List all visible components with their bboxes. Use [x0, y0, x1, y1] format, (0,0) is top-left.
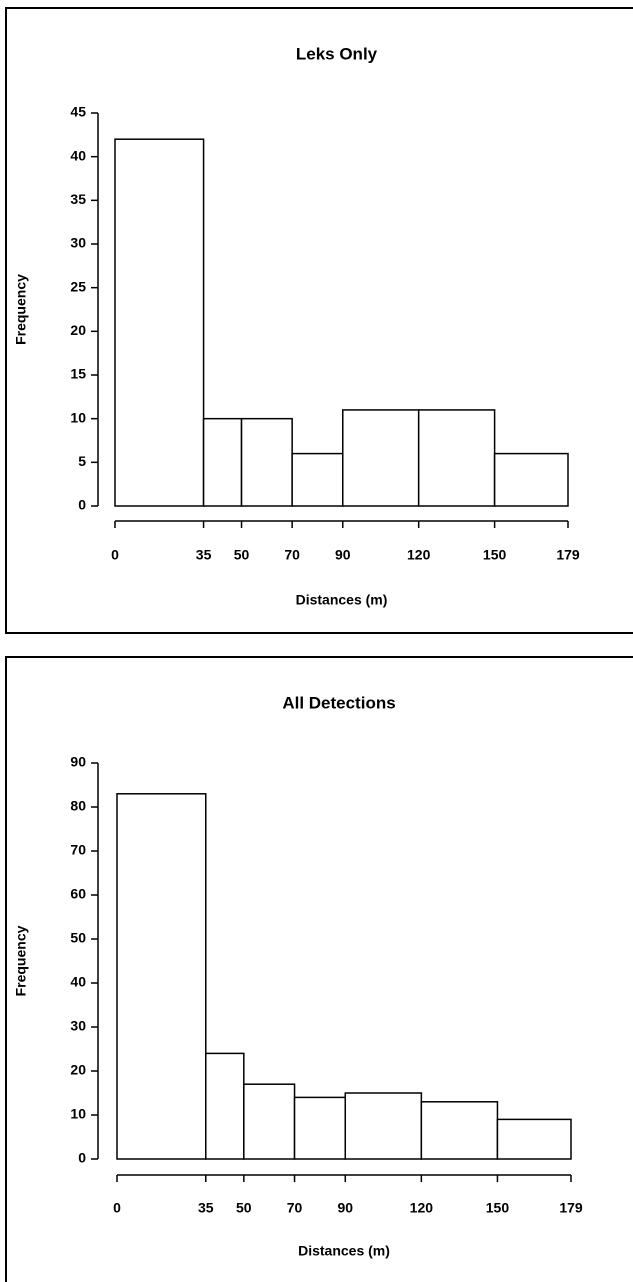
y-tick-label: 90: [70, 754, 86, 770]
panel-frame: [5, 656, 633, 1282]
y-tick-label: 70: [70, 842, 86, 858]
y-tick-label: 45: [70, 104, 86, 120]
bar: [496, 1118, 572, 1160]
bar: [293, 1096, 347, 1160]
x-tick-label: 150: [483, 547, 507, 563]
x-tick-label: 0: [113, 1200, 121, 1216]
x-tick-label: 50: [234, 547, 250, 563]
y-tick-label: 30: [70, 235, 86, 251]
y-tick-label: 0: [78, 1150, 86, 1166]
y-tick-label: 25: [70, 278, 86, 294]
y-tick-label: 15: [70, 366, 86, 382]
y-tick-label: 20: [70, 1062, 86, 1078]
y-tick-label: 10: [70, 1106, 86, 1122]
bar: [243, 1083, 296, 1160]
x-tick-label: 90: [335, 547, 351, 563]
y-tick-label: 35: [70, 191, 86, 207]
bar: [116, 793, 207, 1160]
x-tick-label: 150: [486, 1200, 510, 1216]
y-tick-label: 40: [70, 147, 86, 163]
x-tick-label: 90: [337, 1200, 353, 1216]
y-tick-label: 50: [70, 930, 86, 946]
x-tick-label: 0: [111, 547, 119, 563]
bar: [240, 417, 293, 507]
x-tick-label: 50: [236, 1200, 252, 1216]
y-axis-label: Frequency: [13, 274, 29, 345]
bar: [417, 409, 496, 507]
x-tick-label: 179: [559, 1200, 583, 1216]
y-tick-label: 5: [78, 453, 86, 469]
x-tick-label: 120: [410, 1200, 434, 1216]
chart-title: All Detections: [282, 693, 395, 712]
x-tick-label: 35: [198, 1200, 214, 1216]
bar: [344, 1092, 423, 1160]
bar: [342, 409, 420, 507]
x-tick-label: 70: [287, 1200, 303, 1216]
panel-frame: [5, 7, 633, 634]
x-tick-label: 120: [407, 547, 431, 563]
bar: [291, 452, 344, 507]
bar: [493, 452, 569, 507]
bar: [202, 417, 243, 507]
y-tick-label: 0: [78, 497, 86, 513]
y-axis-label: Frequency: [13, 925, 29, 996]
chart-title: Leks Only: [296, 44, 378, 63]
x-axis-label: Distances (m): [296, 592, 388, 608]
x-tick-label: 70: [284, 547, 300, 563]
x-axis-label: Distances (m): [298, 1243, 390, 1259]
y-tick-label: 10: [70, 409, 86, 425]
x-tick-label: 179: [556, 547, 580, 563]
x-tick-label: 35: [196, 547, 212, 563]
y-tick-label: 80: [70, 798, 86, 814]
bar: [205, 1052, 245, 1160]
bar: [420, 1101, 499, 1160]
y-tick-label: 60: [70, 886, 86, 902]
y-tick-label: 30: [70, 1018, 86, 1034]
y-tick-label: 20: [70, 322, 86, 338]
bar: [114, 138, 205, 507]
y-tick-label: 40: [70, 974, 86, 990]
